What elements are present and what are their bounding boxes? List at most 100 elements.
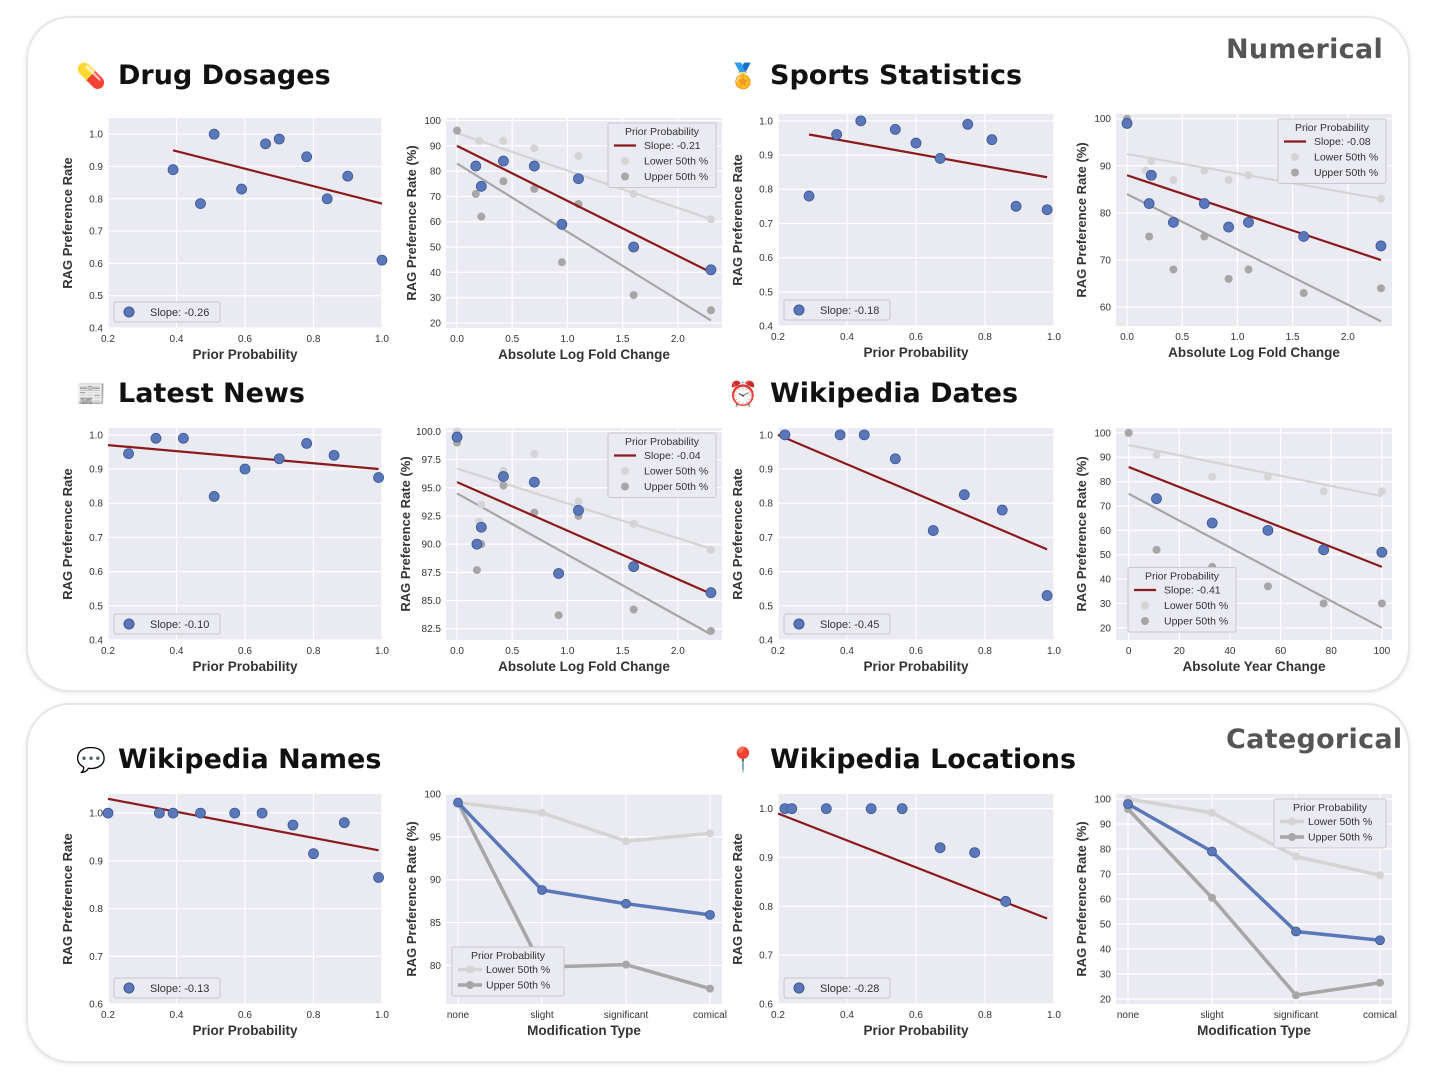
wikipedia-dates-label: Wikipedia Dates bbox=[770, 378, 1019, 409]
y-tick-label: 82.5 bbox=[422, 624, 442, 635]
x-tick-label: 1.0 bbox=[1047, 646, 1061, 657]
y-tick-label: 40 bbox=[430, 268, 442, 279]
legend-entry-lower: Lower 50th % bbox=[1308, 816, 1372, 828]
y-tick-label: 90 bbox=[1100, 453, 1112, 464]
legend-marker-upper bbox=[1288, 833, 1296, 841]
y-tick-label: 0.6 bbox=[759, 567, 773, 578]
chart-dates-year: 20 30 40 50 60 70 80 90 100 0 20 40 60 80 100 Absolute … bbox=[1074, 428, 1392, 674]
point-lower bbox=[1169, 175, 1178, 184]
point-lower bbox=[574, 151, 583, 160]
numerical-group-label: Numerical bbox=[1226, 34, 1384, 65]
chart-names-prior: 0.6 0.7 0.8 0.9 1.0 0.2 0.4 0.6 0.8 1.0 Prior Prob… bbox=[60, 794, 389, 1038]
x-tick-label: comical bbox=[693, 1010, 727, 1021]
legend-entry-red: Slope: -0.21 bbox=[644, 140, 701, 152]
x-tick-label: 0.5 bbox=[1175, 332, 1189, 343]
y-axis-label: RAG Preference Rate (%) bbox=[398, 456, 413, 611]
fit-line bbox=[456, 144, 712, 274]
y-tick-label: 1.0 bbox=[759, 430, 773, 441]
x-tick-label: 0.2 bbox=[771, 1010, 785, 1021]
y-tick-label: 0.7 bbox=[89, 533, 103, 544]
fit-line-upper bbox=[456, 162, 712, 322]
x-tick-label: 0 bbox=[1126, 646, 1132, 657]
y-tick-label: 50 bbox=[430, 243, 442, 254]
legend-entry-upper: Upper 50th % bbox=[644, 481, 708, 493]
y-tick-label: 1.0 bbox=[89, 430, 103, 441]
legend: Slope: -0.28 bbox=[783, 977, 891, 999]
data-point bbox=[260, 138, 271, 150]
y-axis-label: RAG Preference Rate (%) bbox=[404, 821, 419, 976]
data-point bbox=[1168, 216, 1179, 228]
point-upper bbox=[1169, 265, 1178, 274]
data-point bbox=[573, 504, 584, 516]
x-tick-label: 0.2 bbox=[101, 646, 115, 657]
plot-area: 80 85 90 95 100 none slight significant comical M… bbox=[404, 790, 727, 1039]
data-point bbox=[934, 153, 946, 164]
chart-news-lfc: 82.5 85.0 87.5 90.0 92.5 95.0 97.5 100.0 0.0 0.5 1… bbox=[398, 427, 722, 674]
x-tick-label: 0.6 bbox=[238, 334, 252, 345]
legend: Slope: -0.45 bbox=[783, 613, 891, 635]
data-point bbox=[167, 164, 179, 176]
sports-statistics-title: 🏅 Sports Statistics bbox=[726, 60, 1022, 91]
x-tick-label: 0.4 bbox=[840, 646, 854, 657]
y-tick-label: 0.6 bbox=[759, 253, 773, 264]
legend-marker-lower bbox=[621, 467, 629, 475]
legend-marker-lower bbox=[1288, 817, 1296, 826]
point-upper bbox=[1263, 582, 1272, 591]
legend-entry-upper: Upper 50th % bbox=[1164, 616, 1228, 628]
chart-drug-prior: 0.40.50.60.70.80.91.00.2 0.4 0.6 0.8 1.0Prio… bbox=[60, 118, 389, 362]
legend-box bbox=[783, 977, 891, 999]
legend-marker bbox=[123, 982, 135, 994]
legend: Slope: -0.26 bbox=[113, 301, 221, 323]
series-point-upper bbox=[1208, 893, 1216, 902]
y-tick-label: 90 bbox=[1100, 820, 1112, 831]
y-tick-label: 95 bbox=[430, 832, 442, 843]
y-tick-label: 85.0 bbox=[422, 596, 442, 607]
legend-entry-upper: Upper 50th % bbox=[1308, 832, 1372, 844]
y-tick-label: 0.8 bbox=[759, 499, 773, 510]
x-tick-label: 0.0 bbox=[1120, 332, 1134, 343]
point-lower bbox=[1200, 166, 1209, 175]
point-lower bbox=[1147, 157, 1156, 166]
data-point bbox=[1151, 493, 1162, 505]
y-tick-label: 0.8 bbox=[89, 904, 103, 915]
y-tick-label: 0.7 bbox=[89, 227, 103, 238]
y-tick-label: 0.7 bbox=[759, 533, 773, 544]
data-point bbox=[301, 151, 313, 163]
y-tick-label: 0.7 bbox=[759, 951, 773, 962]
data-point bbox=[969, 847, 981, 859]
data-point bbox=[373, 872, 384, 883]
x-tick-label: 0.4 bbox=[170, 334, 184, 345]
data-point bbox=[934, 842, 946, 854]
x-tick-label: 0.5 bbox=[505, 646, 519, 657]
legend-title: Prior Probability bbox=[1293, 802, 1368, 814]
wikipedia-locations-title: 📍 Wikipedia Locations bbox=[726, 744, 1076, 775]
plot-area: 20 30 40 50 60 70 80 90 100 none slight significant… bbox=[1074, 794, 1397, 1038]
data-point bbox=[896, 803, 908, 815]
legend-entry-lower: Lower 50th % bbox=[644, 156, 708, 168]
legend-box bbox=[113, 301, 221, 323]
data-point bbox=[1145, 169, 1157, 181]
data-point bbox=[208, 128, 220, 140]
legend-marker-lower bbox=[466, 965, 474, 974]
x-tick-label: 2.0 bbox=[671, 334, 685, 345]
point-lower bbox=[1319, 487, 1328, 496]
x-tick-label: 1.0 bbox=[1047, 332, 1061, 343]
data-point bbox=[236, 183, 247, 195]
point-lower bbox=[499, 136, 508, 145]
legend: Slope: -0.13 bbox=[113, 977, 221, 999]
series-point-all bbox=[1207, 846, 1217, 857]
y-tick-label: 0.7 bbox=[759, 219, 773, 230]
legend-marker bbox=[123, 618, 135, 630]
data-point bbox=[628, 241, 640, 253]
fit-line bbox=[777, 433, 1048, 551]
fit-line bbox=[107, 797, 379, 852]
y-axis-label: RAG Preference Rate bbox=[60, 157, 75, 289]
data-point bbox=[475, 180, 487, 192]
data-point bbox=[471, 538, 483, 550]
y-tick-label: 60 bbox=[1100, 526, 1112, 537]
x-tick-label: 1.0 bbox=[560, 646, 574, 657]
x-tick-label: 20 bbox=[1174, 646, 1186, 657]
data-point bbox=[889, 123, 901, 135]
latest-news-title: 📰 Latest News bbox=[74, 378, 305, 409]
y-tick-label: 0.9 bbox=[89, 465, 103, 476]
